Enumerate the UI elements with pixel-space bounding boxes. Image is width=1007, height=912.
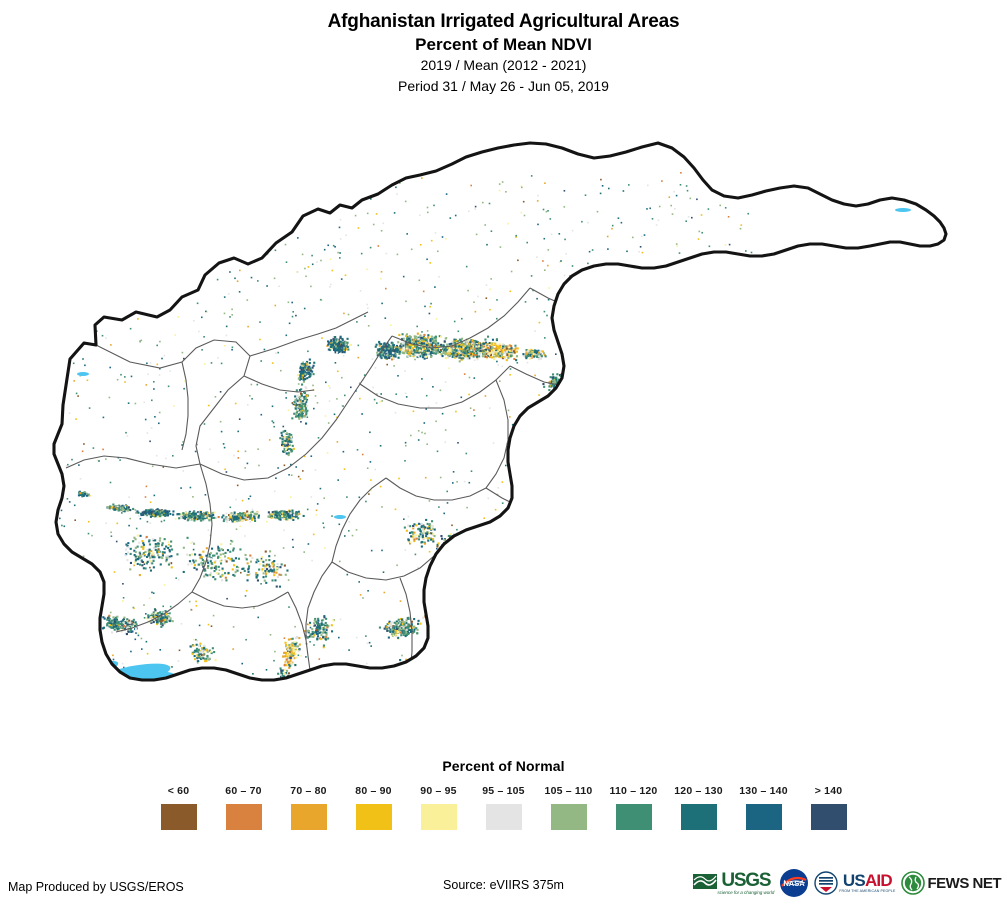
legend-item-label: 80 – 90 (355, 785, 392, 797)
map-canvas (0, 112, 1007, 742)
legend-item-label: 130 – 140 (739, 785, 788, 797)
fewsnet-globe-icon (900, 871, 925, 895)
legend-item-swatch (420, 804, 457, 830)
fewsnet-logo: FEWS NET (900, 868, 1002, 898)
legend-item: 95 – 105 (471, 785, 536, 830)
footer-produced-by: Map Produced by USGS/EROS (8, 880, 184, 894)
legend-item: 110 – 120 (601, 785, 666, 830)
legend-item-list: < 60 60 – 70 70 – 80 80 – 90 90 – 95 95 – 105… (0, 785, 1007, 830)
nasa-meatball-icon: NASA (780, 869, 809, 897)
title-year-range: 2019 / Mean (2012 - 2021) (420, 57, 587, 73)
legend-item-swatch (615, 804, 652, 830)
afghanistan-map-svg (52, 141, 948, 682)
usgs-logo: USGS science for a changing world (692, 868, 774, 898)
legend-item: 60 – 70 (211, 785, 276, 830)
legend-item-label: 70 – 80 (290, 785, 327, 797)
legend-item-swatch (355, 804, 392, 830)
footer: Map Produced by USGS/EROS Source: eVIIRS… (0, 862, 1007, 912)
legend: Percent of Normal < 60 60 – 70 70 – 80 80 –… (0, 758, 1007, 830)
ndvi-pixel-layer (55, 172, 757, 680)
legend-item-swatch (225, 804, 262, 830)
usgs-tagline: science for a changing world (717, 889, 775, 895)
footer-source: Source: eVIIRS 375m (443, 878, 564, 892)
legend-item: 70 – 80 (276, 785, 341, 830)
legend-item-label: 120 – 130 (674, 785, 723, 797)
legend-item-label: < 60 (167, 785, 190, 797)
legend-item-swatch (485, 804, 522, 830)
usaid-seal-icon (814, 871, 838, 895)
legend-item-label: 60 – 70 (225, 785, 262, 797)
legend-item-label: 105 – 110 (544, 785, 593, 797)
legend-item-swatch (810, 804, 847, 830)
usaid-tagline: FROM THE AMERICAN PEOPLE (839, 889, 896, 893)
national-border (52, 141, 948, 682)
province-borders (65, 287, 715, 673)
nasa-logo: NASA (779, 868, 809, 898)
legend-item-swatch (290, 804, 327, 830)
legend-item-label: 110 – 120 (609, 785, 658, 797)
title-block: Afghanistan Irrigated Agricultural Areas… (0, 0, 1007, 97)
footer-logo-group: USGS science for a changing world NASA (692, 866, 1001, 900)
legend-item: < 60 (146, 785, 211, 830)
legend-item: 105 – 110 (536, 785, 601, 830)
legend-item: 130 – 140 (731, 785, 796, 830)
legend-item: > 140 (796, 785, 861, 830)
legend-item-swatch (550, 804, 587, 830)
usgs-wordmark: USGS (721, 869, 771, 891)
legend-item: 120 – 130 (666, 785, 731, 830)
legend-item: 80 – 90 (341, 785, 406, 830)
legend-item-swatch (745, 804, 782, 830)
legend-item-swatch (160, 804, 197, 830)
country-fill (54, 143, 946, 680)
title-period: Period 31 / May 26 - Jun 05, 2019 (398, 78, 609, 94)
legend-item-label: > 140 (814, 785, 843, 797)
legend-item-label: 90 – 95 (420, 785, 457, 797)
page-subtitle: Percent of Mean NDVI (415, 35, 592, 54)
legend-title: Percent of Normal (442, 758, 565, 774)
fewsnet-wordmark: FEWS NET (927, 874, 1002, 892)
legend-item-label: 95 – 105 (482, 785, 525, 797)
usaid-logo: USAID FROM THE AMERICAN PEOPLE (814, 868, 895, 898)
usgs-mark-icon (693, 874, 718, 889)
legend-item: 90 – 95 (406, 785, 471, 830)
legend-item-swatch (680, 804, 717, 830)
page-title: Afghanistan Irrigated Agricultural Areas (327, 11, 680, 32)
usaid-wordmark: USAID (842, 871, 893, 890)
